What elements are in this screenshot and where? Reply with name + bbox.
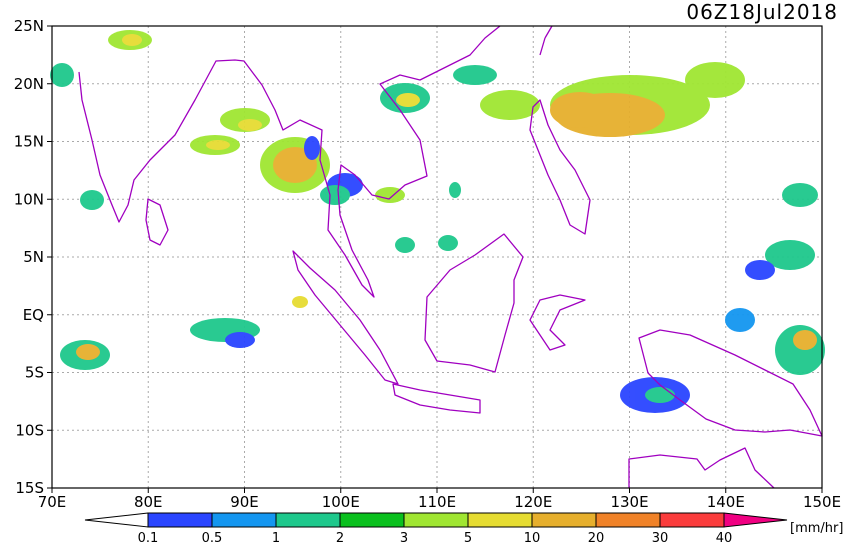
colorbar-box: [531, 512, 597, 528]
lat-label: 20N: [14, 75, 44, 93]
colorbar-label: 1: [272, 531, 280, 544]
coastlines: [78, 25, 823, 489]
colorbar-box: [211, 512, 277, 528]
colorbar-label: 5: [464, 531, 472, 544]
lat-label: 5N: [23, 248, 44, 266]
lon-label: 120E: [514, 493, 552, 511]
colorbar-label: 40: [716, 531, 733, 544]
lon-label: 150E: [803, 493, 841, 511]
colorbar-box: [275, 512, 341, 528]
lat-label: EQ: [23, 306, 44, 324]
colorbar-box: [147, 512, 213, 528]
colorbar-label: 2: [336, 531, 344, 544]
colorbar-arrow: [723, 512, 788, 528]
lat-label: 15N: [14, 133, 44, 151]
map-title: 06Z18Jul2018: [686, 0, 838, 24]
lat-label: 25N: [14, 17, 44, 35]
lat-label: 10S: [15, 421, 44, 439]
colorbar-label: 0.5: [202, 531, 223, 544]
colorbar-box: [403, 512, 469, 528]
colorbar-arrow: [84, 512, 149, 528]
lon-label: 110E: [418, 493, 456, 511]
lat-label: 10N: [14, 190, 44, 208]
colorbar-label: 30: [652, 531, 669, 544]
colorbar-unit: [mm/hr]: [790, 521, 843, 536]
colorbar-box: [339, 512, 405, 528]
lon-label: 90E: [230, 493, 259, 511]
colorbar-label: 20: [588, 531, 605, 544]
colorbar: 0.1 0.5 1 2 3 5 10 20 30 40: [84, 512, 788, 544]
colorbar-box: [659, 512, 725, 528]
precipitation: [50, 30, 825, 413]
colorbar-label: 10: [524, 531, 541, 544]
colorbar-label: 3: [400, 531, 408, 544]
colorbar-box: [595, 512, 661, 528]
colorbar-label: 0.1: [138, 531, 159, 544]
lon-label: 70E: [38, 493, 67, 511]
lat-label: 15S: [15, 479, 44, 497]
colorbar-box: [467, 512, 533, 528]
lon-label: 100E: [322, 493, 360, 511]
lon-label: 140E: [707, 493, 745, 511]
lon-label: 130E: [610, 493, 648, 511]
lon-label: 80E: [134, 493, 163, 511]
lat-label: 5S: [25, 364, 44, 382]
